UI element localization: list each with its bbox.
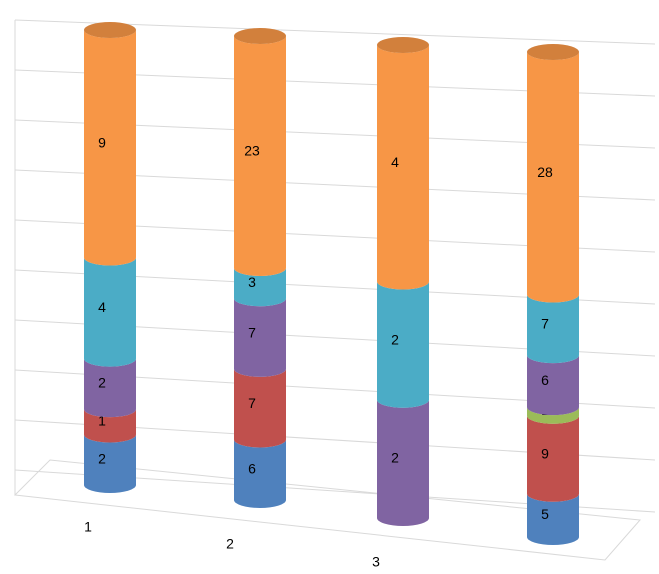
bar-segment: [377, 45, 429, 290]
data-label: 2: [391, 450, 399, 466]
x-tick-label: 2: [226, 536, 234, 552]
data-label: 4: [391, 154, 399, 170]
data-label: 3: [248, 274, 256, 290]
bar-segment: [84, 358, 136, 418]
data-label: 23: [244, 143, 260, 159]
data-label: 2: [98, 450, 106, 466]
data-label: 2: [391, 331, 399, 347]
bar-segment: [84, 30, 136, 266]
bar-cap: [527, 44, 579, 60]
data-label: 9: [98, 134, 106, 150]
x-tick-label: 3: [372, 554, 380, 570]
bar-segment: [527, 407, 579, 424]
data-label: 6: [248, 460, 256, 476]
bar-segment: [234, 268, 286, 307]
bar-segment: [527, 52, 579, 303]
bar-segment: [234, 298, 286, 377]
bar-segment: [234, 368, 286, 448]
bar-segment: [84, 257, 136, 367]
bar-segment: [527, 294, 579, 364]
bar-segment: [84, 409, 136, 443]
data-label: 2: [98, 375, 106, 391]
data-label: 9: [541, 445, 549, 461]
data-label: 6: [541, 372, 549, 388]
bar-segment: [527, 415, 579, 502]
bar-segment: [234, 439, 286, 508]
x-tick-label: 1: [84, 519, 92, 535]
data-label: 1: [98, 413, 106, 429]
bar-segment: [527, 355, 579, 416]
bar-segment: [234, 36, 286, 276]
data-label: 7: [248, 324, 256, 340]
data-label: 7: [248, 395, 256, 411]
bar-segment: [84, 434, 136, 493]
data-label: 5: [541, 506, 549, 522]
bar-segment: [527, 493, 579, 545]
bar-segment: [377, 281, 429, 408]
bar-segment: [377, 399, 429, 526]
bar-cap: [377, 37, 429, 53]
bar-cap: [234, 28, 286, 44]
data-label: 4: [98, 299, 106, 315]
bar-cap: [84, 22, 136, 38]
data-label: 28: [537, 164, 553, 180]
data-label: 7: [541, 316, 549, 332]
